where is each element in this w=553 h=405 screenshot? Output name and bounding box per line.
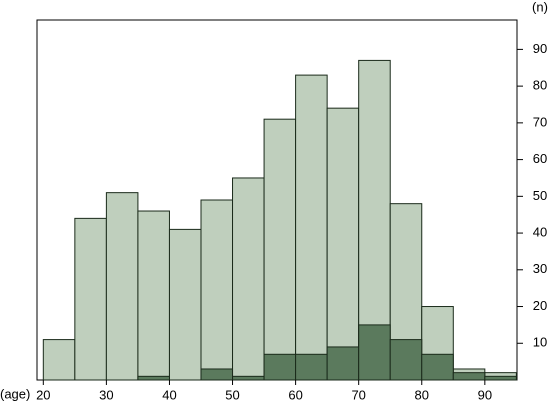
y-tick-label: 20 xyxy=(533,298,547,313)
y-tick-label: 90 xyxy=(533,41,547,56)
bar xyxy=(358,324,391,381)
x-tick-label: 30 xyxy=(99,387,113,402)
bar xyxy=(168,228,202,381)
bar xyxy=(42,339,76,381)
y-tick-label: 60 xyxy=(533,151,547,166)
bar xyxy=(263,118,297,381)
bar xyxy=(295,74,328,381)
bar xyxy=(232,177,265,381)
bar xyxy=(326,346,360,381)
y-tick-label: 50 xyxy=(533,188,547,203)
bar xyxy=(263,353,297,381)
bar xyxy=(137,375,170,381)
bar xyxy=(74,217,107,381)
bar xyxy=(200,368,234,381)
x-tick-label: 40 xyxy=(162,387,176,402)
x-tick-label: 60 xyxy=(288,387,302,402)
bar xyxy=(295,353,328,381)
y-axis-label: (n) xyxy=(532,0,548,14)
bar xyxy=(232,375,265,381)
bar xyxy=(484,375,517,381)
y-tick-label: 70 xyxy=(533,114,547,129)
y-tick-label: 30 xyxy=(533,261,547,276)
x-tick-label: 80 xyxy=(415,387,429,402)
y-tick-label: 40 xyxy=(533,224,547,239)
bar xyxy=(137,210,170,381)
x-axis-label: (age) xyxy=(0,386,30,401)
x-tick-label: 50 xyxy=(225,387,239,402)
x-tick-label: 90 xyxy=(478,387,492,402)
y-tick-label: 80 xyxy=(533,78,547,93)
x-tick-label: 70 xyxy=(351,387,365,402)
bar xyxy=(421,353,454,381)
bar xyxy=(452,372,486,381)
y-tick-label: 10 xyxy=(533,335,547,350)
bar xyxy=(389,339,423,381)
bar xyxy=(200,199,234,381)
bar xyxy=(326,107,360,381)
x-tick-label: 20 xyxy=(36,387,50,402)
bar xyxy=(105,192,139,381)
